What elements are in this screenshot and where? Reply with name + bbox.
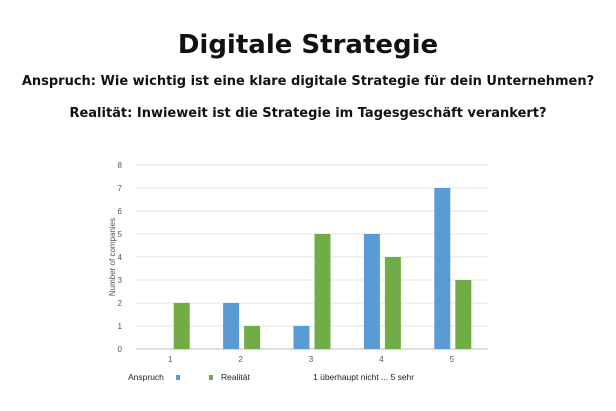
chart-bars xyxy=(173,188,472,349)
y-tick-label: 1 xyxy=(118,322,123,331)
legend-label-realitaet: Realität xyxy=(221,372,250,382)
subtitle-anspruch: Anspruch: Wie wichtig ist eine klare dig… xyxy=(21,74,595,89)
bar-realitaet-5 xyxy=(455,280,472,349)
x-tick-label: 4 xyxy=(379,355,384,364)
y-tick-label: 8 xyxy=(118,161,123,170)
y-axis-label: Number of companies xyxy=(108,218,117,296)
legend-swatch-anspruch xyxy=(176,375,180,380)
y-tick-label: 6 xyxy=(118,207,123,216)
bar-realitaet-2 xyxy=(244,326,261,349)
y-tick-label: 0 xyxy=(118,345,123,354)
y-tick-label: 4 xyxy=(118,253,123,262)
x-axis-ticks: 1 2 3 4 5 xyxy=(168,355,455,364)
y-axis-ticks: 0 1 2 3 4 5 6 7 8 xyxy=(118,161,123,354)
x-tick-label: 3 xyxy=(309,355,314,364)
x-tick-label: 5 xyxy=(450,355,455,364)
bar-realitaet-1 xyxy=(173,303,190,349)
bar-anspruch-3 xyxy=(293,326,310,349)
bar-realitaet-4 xyxy=(384,257,401,349)
y-tick-label: 2 xyxy=(118,299,123,308)
bar-realitaet-3 xyxy=(314,234,331,349)
page-title: Digitale Strategie xyxy=(177,30,439,60)
y-tick-label: 3 xyxy=(118,276,123,285)
bar-anspruch-2 xyxy=(223,303,240,349)
bar-anspruch-5 xyxy=(434,188,451,349)
legend-label-anspruch: Anspruch xyxy=(128,372,164,382)
y-tick-label: 7 xyxy=(118,184,123,193)
x-tick-label: 2 xyxy=(238,355,243,364)
y-tick-label: 5 xyxy=(118,230,123,239)
legend-scale-note: 1 überhaupt nicht ... 5 sehr xyxy=(313,372,414,382)
legend-swatch-realitaet xyxy=(209,375,213,380)
x-tick-label: 1 xyxy=(168,355,173,364)
subtitle-realitaet: Realität: Inwieweit ist die Strategie im… xyxy=(69,106,547,121)
bar-anspruch-4 xyxy=(363,234,380,349)
chart-grid xyxy=(136,164,488,350)
chart-legend: Anspruch Realität 1 überhaupt nicht ... … xyxy=(128,372,414,382)
